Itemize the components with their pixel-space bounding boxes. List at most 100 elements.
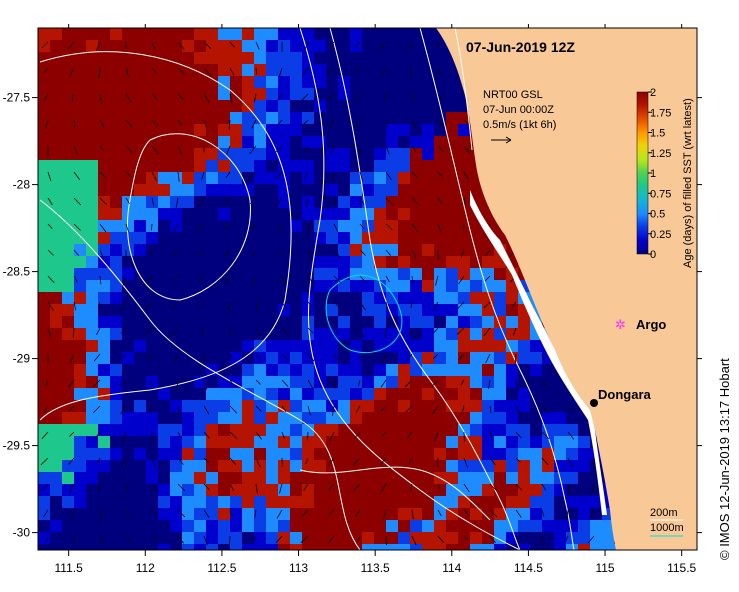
current-vector <box>96 327 101 335</box>
sst-cell <box>134 148 147 161</box>
sst-cell <box>230 520 243 533</box>
current-vector <box>437 171 444 178</box>
sst-cell <box>230 172 243 185</box>
current-vector <box>73 275 78 283</box>
sst-cell <box>62 268 75 281</box>
current-vector <box>198 275 205 283</box>
sst-cell <box>362 208 375 221</box>
sst-cell <box>266 112 279 125</box>
sst-cell <box>266 172 279 185</box>
sst-cell <box>434 220 447 233</box>
current-vector <box>72 327 75 338</box>
current-vector <box>73 249 80 256</box>
sst-cell <box>74 532 87 545</box>
sst-cell <box>434 76 447 89</box>
sst-cell <box>326 256 339 269</box>
sst-cell <box>158 412 171 425</box>
sst-cell <box>242 544 255 550</box>
sst-cell <box>182 364 195 377</box>
sst-cell <box>242 196 255 209</box>
sst-cell <box>122 244 135 257</box>
sst-cell <box>206 196 219 209</box>
sst-cell <box>458 208 471 221</box>
current-vector <box>303 483 309 491</box>
sst-cell <box>182 328 195 341</box>
current-vector <box>227 301 231 311</box>
sst-cell <box>326 484 339 497</box>
x-tick-label: 112 <box>136 561 155 575</box>
sst-cell <box>170 520 183 533</box>
sst-cell <box>434 112 447 125</box>
place-argo[interactable]: ✲ Argo <box>615 317 666 333</box>
sst-cell <box>590 532 603 545</box>
sst-cell <box>458 256 471 269</box>
current-vector <box>485 249 491 256</box>
sst-cell <box>350 292 363 305</box>
current-vector <box>229 327 231 336</box>
sst-cell <box>74 100 87 113</box>
sst-cell <box>554 448 567 461</box>
current-vector <box>333 379 336 389</box>
sst-cell <box>122 172 135 185</box>
sst-cell <box>98 496 111 509</box>
sst-cell <box>170 328 183 341</box>
sst-cell <box>62 508 75 521</box>
sst-cell <box>182 388 195 401</box>
sst-cell <box>230 268 243 281</box>
sst-cell <box>194 52 207 65</box>
sst-cell <box>230 412 243 425</box>
sst-cell <box>302 424 315 437</box>
sst-cell <box>74 544 87 550</box>
current-vector <box>463 509 470 517</box>
sst-cell <box>494 304 507 317</box>
sst-cell <box>158 124 171 137</box>
sst-cell <box>194 448 207 461</box>
sst-cell <box>290 292 303 305</box>
sst-cell <box>602 544 615 550</box>
sst-cell <box>194 460 207 473</box>
sst-cell <box>194 496 207 509</box>
sst-cell <box>146 220 159 233</box>
sst-cell <box>422 340 435 353</box>
sst-cell <box>326 352 339 365</box>
sst-cell <box>62 220 75 233</box>
map-plot-area[interactable]: Dongara ✲ Argo 07-Jun-2019 12Z NRT00 GSL… <box>38 28 699 557</box>
sst-cell <box>374 304 387 317</box>
sst-cell <box>530 340 543 353</box>
sst-cell <box>434 196 447 209</box>
sst-cell <box>230 328 243 341</box>
sst-cell <box>98 460 111 473</box>
sst-cell <box>374 268 387 281</box>
sst-cell <box>218 124 231 137</box>
sst-cell <box>218 76 231 89</box>
place-dongara[interactable]: Dongara <box>590 387 652 407</box>
sst-cell <box>386 52 399 65</box>
sst-cell <box>182 412 195 425</box>
current-vector <box>255 405 262 412</box>
sst-cell <box>302 160 315 173</box>
sst-cell <box>290 256 303 269</box>
sst-cell <box>146 52 159 65</box>
sst-cell <box>434 64 447 77</box>
sst-cell <box>458 364 471 377</box>
sst-cell <box>254 196 267 209</box>
sst-cell <box>182 532 195 545</box>
current-vector <box>410 483 413 492</box>
sst-cell <box>206 352 219 365</box>
sst-cell <box>410 388 423 401</box>
sst-cell <box>410 184 423 197</box>
sst-cell <box>182 100 195 113</box>
current-vector <box>125 197 130 204</box>
sst-cell <box>278 316 291 329</box>
sst-cell <box>410 496 423 509</box>
sst-cell <box>422 40 435 53</box>
current-vector <box>196 249 205 257</box>
sst-cell <box>350 256 363 269</box>
sst-cell <box>398 388 411 401</box>
sst-cell <box>254 124 267 137</box>
sst-cell <box>278 472 291 485</box>
sst-cell <box>422 136 435 149</box>
sst-cell <box>206 64 219 77</box>
sst-cell <box>86 400 99 413</box>
sst-cell <box>74 112 87 125</box>
